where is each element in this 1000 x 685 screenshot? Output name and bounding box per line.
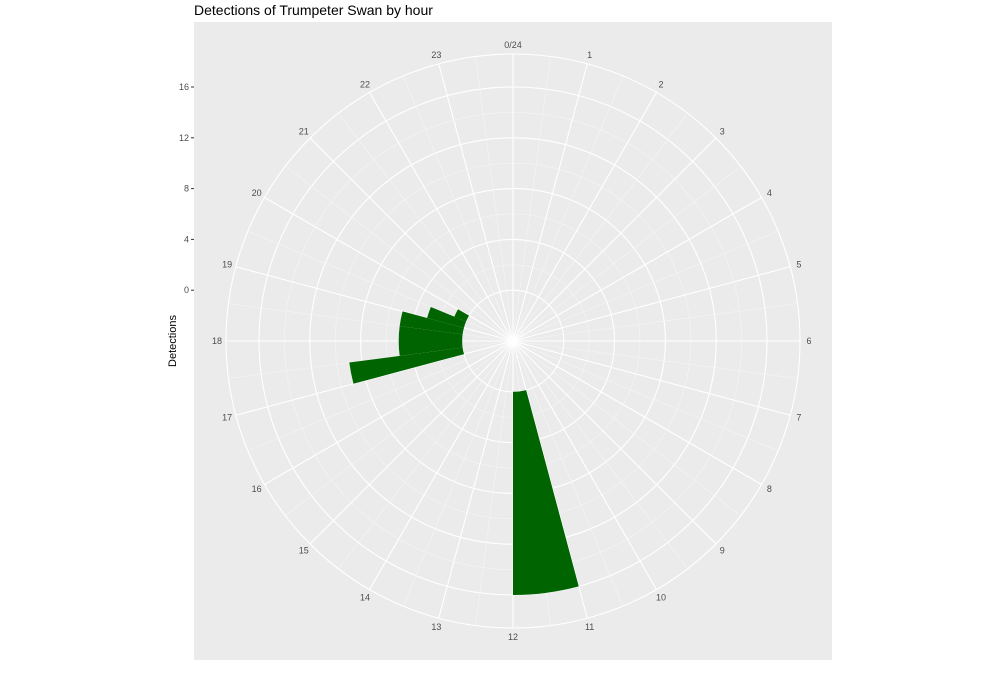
minor-gridline-spoke <box>512 230 779 342</box>
major-gridline-spoke <box>512 340 762 485</box>
minor-gridline-spoke <box>247 230 514 342</box>
bar-layer <box>349 306 579 595</box>
minor-gridline-spoke <box>285 166 514 342</box>
y-tick-label: 0 <box>184 285 189 295</box>
bar-wedge <box>454 309 470 322</box>
major-gridline-spoke <box>512 340 717 545</box>
major-gridline-spoke <box>512 63 588 342</box>
minor-gridline-spoke <box>512 166 741 342</box>
minor-gridline-spoke <box>512 56 551 342</box>
hour-tick-label: 8 <box>767 484 772 494</box>
hour-tick-label: 4 <box>767 188 772 198</box>
major-gridline-spoke <box>309 340 514 545</box>
y-tick-label: 12 <box>179 133 189 143</box>
hour-tick-label: 23 <box>431 50 441 60</box>
minor-gridline-spoke <box>338 113 514 342</box>
y-tick-label: 16 <box>179 82 189 92</box>
major-gridline-spoke <box>512 266 791 342</box>
hour-tick-label: 7 <box>796 413 801 423</box>
minor-gridline-spoke <box>475 56 514 342</box>
major-gridline-spoke <box>512 137 717 342</box>
hour-tick-label: 2 <box>658 80 663 90</box>
minor-gridline-spoke <box>402 75 514 342</box>
major-gridline-spoke <box>235 266 514 342</box>
major-gridline-spoke <box>369 340 514 590</box>
hour-label-layer: 0/24123456789101112131415161718192021222… <box>212 40 812 642</box>
minor-gridline-spoke <box>512 340 624 607</box>
hour-tick-label: 13 <box>431 622 441 632</box>
bar-wedge <box>450 351 464 358</box>
hour-tick-label: 21 <box>299 127 309 137</box>
hour-tick-label: 12 <box>508 632 518 642</box>
y-tick-label: 8 <box>184 184 189 194</box>
minor-gridline-spoke <box>512 113 688 342</box>
bar-wedge <box>398 326 463 341</box>
minor-gridline-spoke <box>285 340 514 516</box>
bar-wedge <box>398 341 463 356</box>
minor-gridline-spoke <box>228 303 514 342</box>
minor-gridline-spoke <box>247 340 514 452</box>
chart-title: Detections of Trumpeter Swan by hour <box>194 2 433 18</box>
hour-tick-label: 0/24 <box>504 40 522 50</box>
minor-gridline-spoke <box>512 340 741 516</box>
major-gridline-spoke <box>264 340 514 485</box>
hour-tick-label: 17 <box>222 413 232 423</box>
bar-wedge <box>349 347 464 384</box>
minor-gridline-spoke <box>475 340 514 626</box>
hour-tick-label: 3 <box>720 127 725 137</box>
hour-tick-label: 10 <box>656 592 666 602</box>
hour-tick-label: 11 <box>585 622 594 632</box>
hour-tick-label: 20 <box>252 188 262 198</box>
minor-gridline-spoke <box>402 340 514 607</box>
hour-tick-label: 18 <box>212 336 222 346</box>
hour-tick-label: 6 <box>806 336 811 346</box>
major-gridline-spoke <box>309 137 514 342</box>
minor-gridline-spoke <box>512 303 798 342</box>
minor-gridline-spoke <box>338 340 514 569</box>
hour-tick-label: 15 <box>299 545 309 555</box>
major-gridline-spoke <box>235 340 514 416</box>
major-gridline-spoke <box>264 197 514 342</box>
major-gridline-spoke <box>438 63 514 342</box>
bar-wedge <box>513 390 579 595</box>
hour-tick-label: 19 <box>222 259 232 269</box>
hour-tick-label: 5 <box>796 259 801 269</box>
bar-wedge <box>399 311 464 335</box>
hour-tick-label: 16 <box>252 484 262 494</box>
minor-gridline-spoke <box>512 340 688 569</box>
minor-gridline-spoke <box>512 340 798 379</box>
hour-tick-label: 14 <box>360 592 370 602</box>
hour-tick-label: 1 <box>587 50 592 60</box>
minor-gridline-spoke <box>512 340 779 452</box>
y-axis-label: Detections <box>167 315 179 367</box>
y-axis: 0 4 8 12 16 <box>179 82 194 295</box>
minor-gridline-spoke <box>512 75 624 342</box>
hour-tick-label: 22 <box>360 80 370 90</box>
bar-wedge <box>427 306 467 328</box>
hour-tick-label: 9 <box>720 545 725 555</box>
y-tick-label: 4 <box>184 234 189 244</box>
major-gridline-spoke <box>438 340 514 619</box>
major-gridline-spoke <box>512 340 791 416</box>
major-gridline-spoke <box>512 197 762 342</box>
major-gridline-spoke <box>369 92 514 342</box>
major-gridline-spoke <box>512 92 657 342</box>
major-gridline-spoke <box>512 340 657 590</box>
